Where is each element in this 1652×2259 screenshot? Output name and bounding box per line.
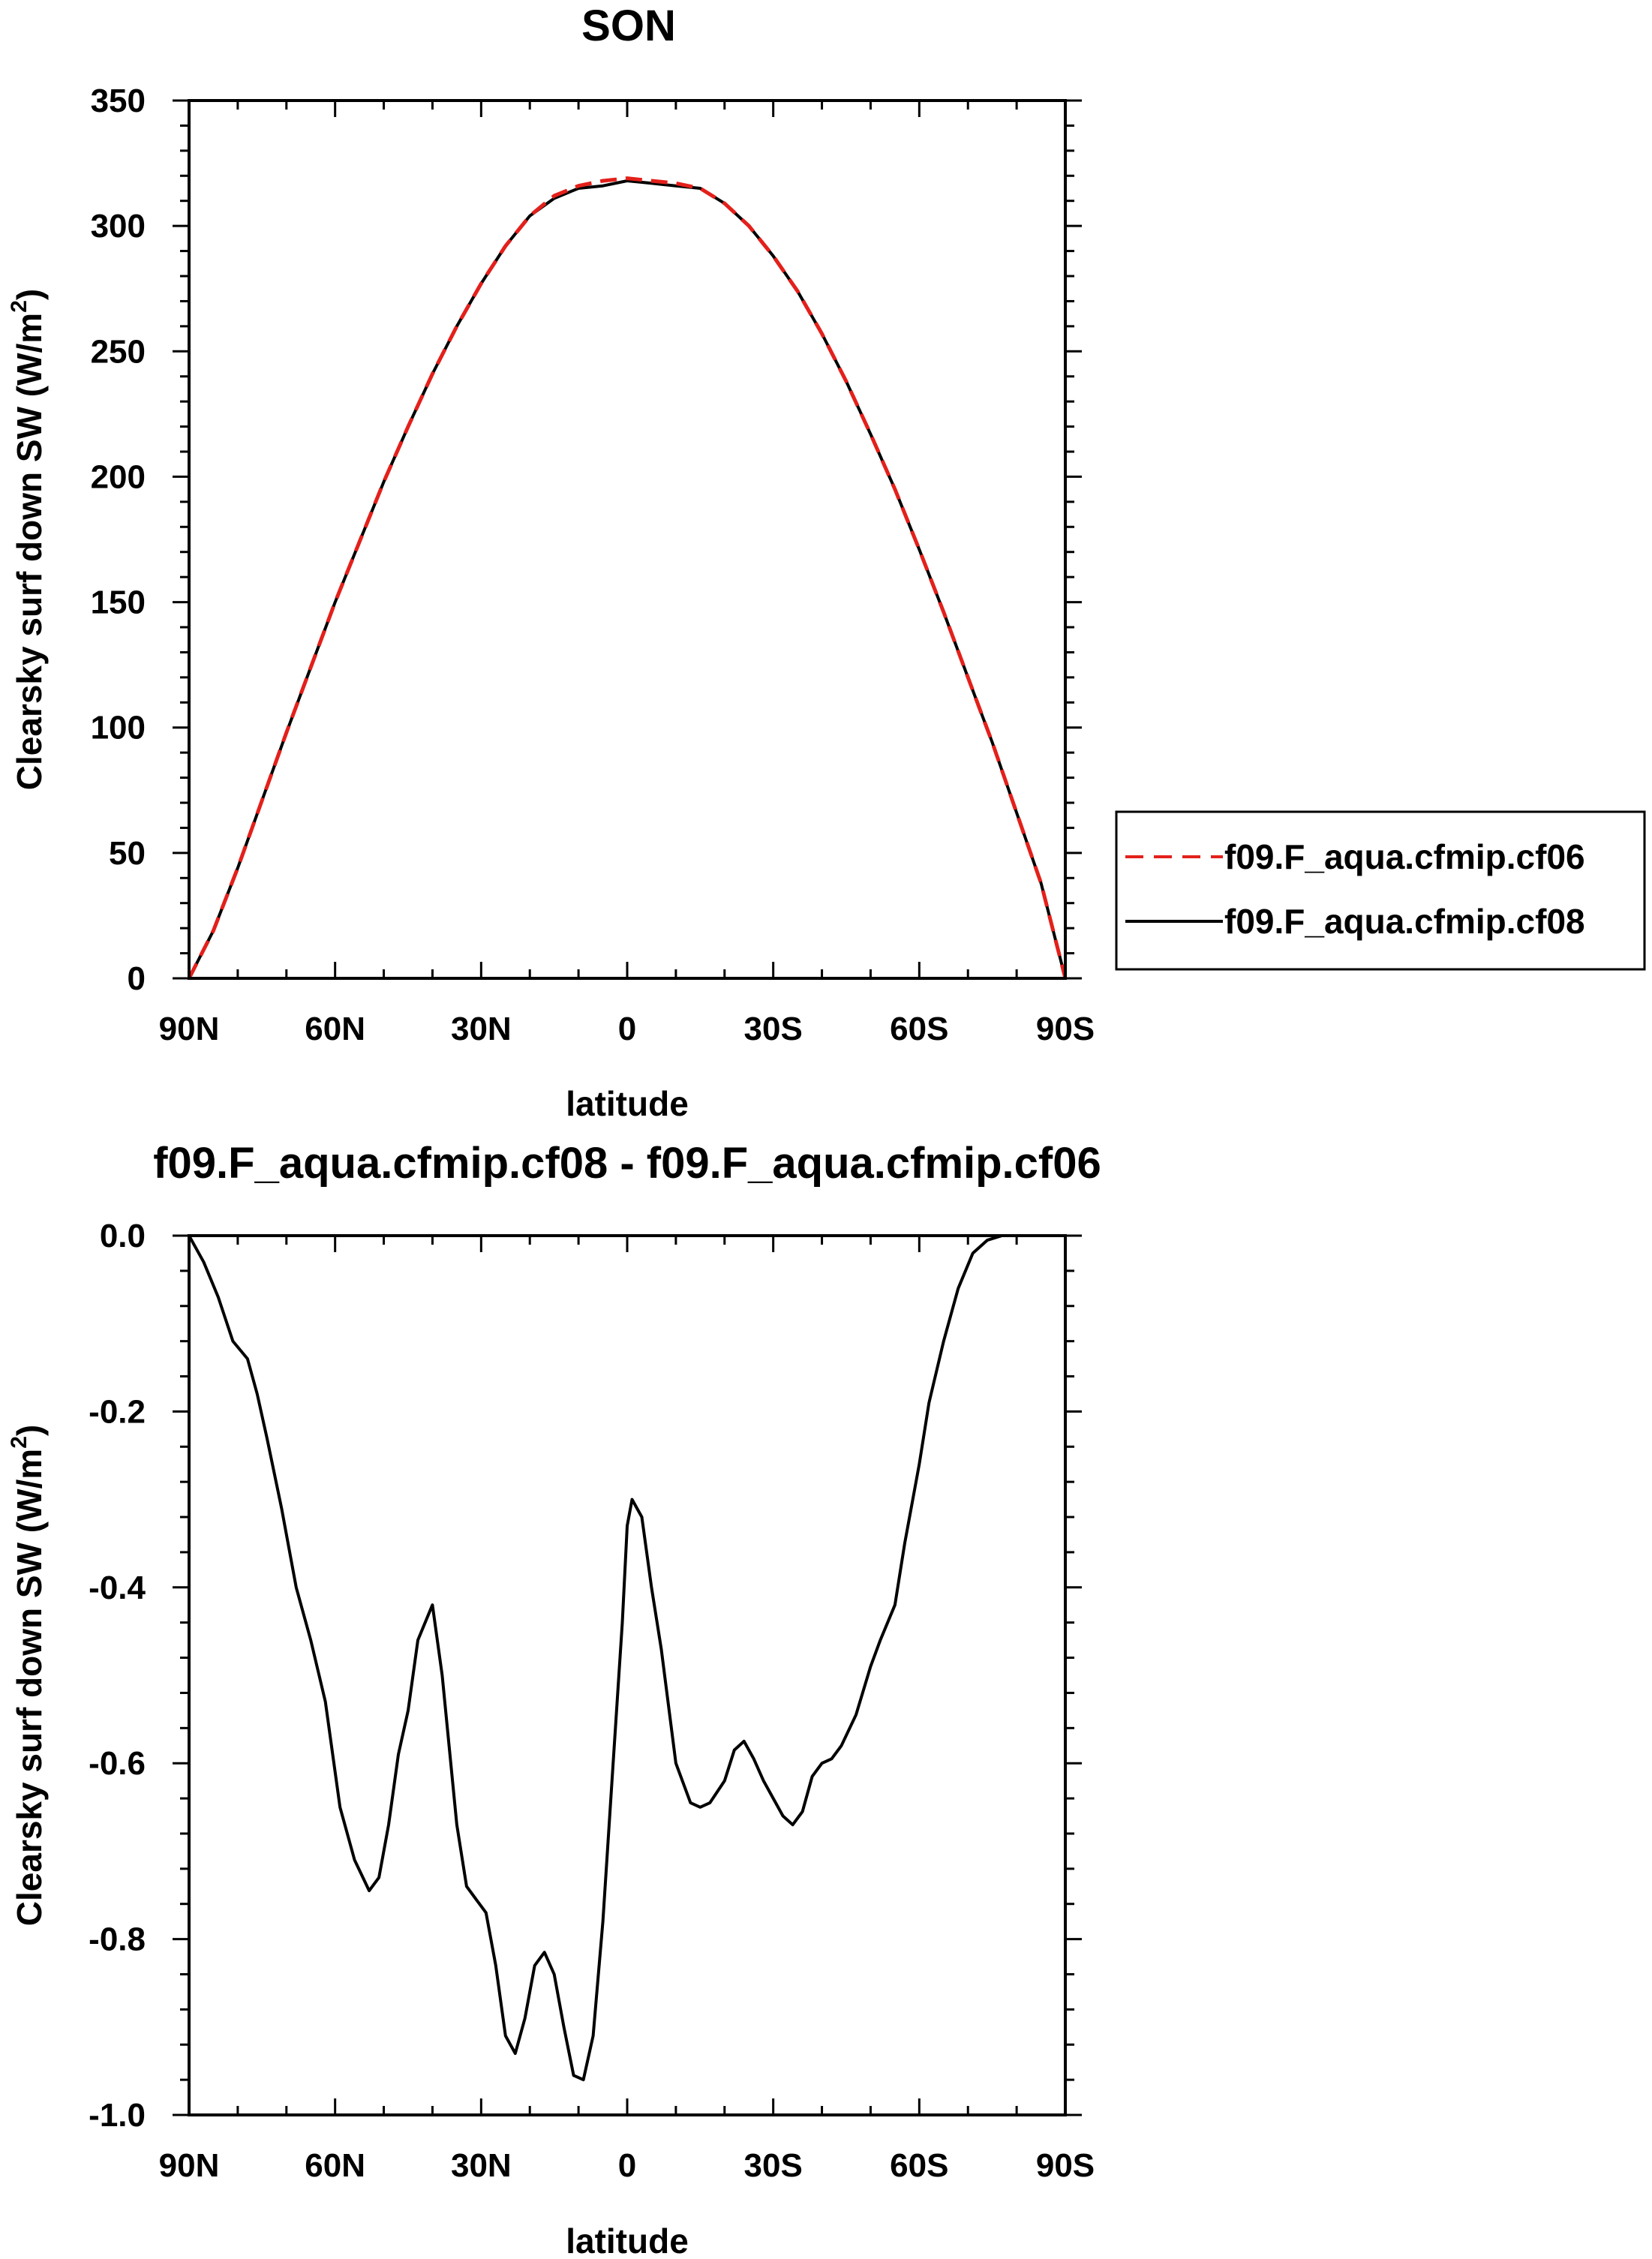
legend-label-cf08: f09.F_aqua.cfmip.cf08: [1224, 902, 1585, 941]
x-tick-label: 30N: [451, 2147, 512, 2184]
y-tick-label: -0.2: [89, 1393, 146, 1430]
top-chart-x-axis-label: latitude: [566, 1084, 689, 1123]
x-tick-label: 30N: [451, 1011, 512, 1047]
top-chart-ticks: [173, 99, 1082, 980]
x-tick-label: 0: [618, 2147, 636, 2184]
x-tick-label: 90S: [1036, 1011, 1095, 1047]
x-tick-label: 0: [618, 1011, 636, 1047]
top-chart-series: [187, 176, 1068, 980]
bottom-chart-ticks: [173, 1234, 1082, 2116]
x-tick-label: 30S: [744, 1011, 803, 1047]
legend-box: [1115, 810, 1646, 971]
legend: f09.F_aqua.cfmip.cf06 f09.F_aqua.cfmip.c…: [1115, 810, 1646, 971]
y-tick-label: 300: [91, 208, 146, 245]
top-chart-y-axis-label: Clearsky surf down SW (W/m2): [7, 289, 49, 790]
series-line-1-0: [188, 1234, 1065, 2082]
y-tick-label: 0.0: [100, 1218, 146, 1254]
y-tick-label: 350: [91, 83, 146, 119]
x-tick-label: 90S: [1036, 2147, 1095, 2184]
series-line-0-1: [188, 179, 1067, 979]
bottom-chart-series: [188, 1234, 1065, 2082]
y-tick-label: -0.6: [89, 1745, 146, 1782]
y-tick-label: -0.4: [89, 1570, 146, 1606]
y-tick-label: 200: [91, 458, 146, 495]
y-tick-label: 0: [128, 960, 146, 997]
x-tick-label: 60N: [305, 2147, 365, 2184]
y-tick-label: 250: [91, 333, 146, 370]
bottom-chart-title: f09.F_aqua.cfmip.cf08 - f09.F_aqua.cfmip…: [153, 1139, 1101, 1188]
bottom-chart-tick-labels: 90N 60N 30N 0 30S 60S 90S 0.0 -0.2 -0.4 -0.6 -0.8 -1…: [89, 1218, 1095, 2184]
bottom-chart-y-axis-label: Clearsky surf down SW (W/m2): [7, 1425, 49, 1926]
top-chart-tick-labels: 90N 60N 30N 0 30S 60S 90S 0 50 100 150 200 250 300 350: [91, 83, 1095, 1047]
y-tick-label: 150: [91, 584, 146, 621]
top-chart-plot-frame: [188, 99, 1067, 980]
x-tick-label: 90N: [159, 1011, 220, 1047]
y-tick-label: -1.0: [89, 2097, 146, 2134]
bottom-chart-plot-frame: [188, 1234, 1067, 2116]
x-tick-label: 30S: [744, 2147, 803, 2184]
x-tick-label: 90N: [159, 2147, 220, 2184]
x-tick-label: 60N: [305, 1011, 365, 1047]
x-tick-label: 60S: [890, 1011, 948, 1047]
y-tick-label: -0.8: [89, 1921, 146, 1958]
legend-label-cf06: f09.F_aqua.cfmip.cf06: [1224, 837, 1585, 876]
top-chart: SON 90N 60N 30N 0 30S 60S 90S 0 50 100 150 200 250 30…: [7, 2, 1646, 1123]
series-line-0-0: [187, 176, 1068, 980]
y-tick-label: 50: [109, 835, 146, 872]
bottom-chart: f09.F_aqua.cfmip.cf08 - f09.F_aqua.cfmip…: [7, 1139, 1101, 2259]
x-tick-label: 60S: [890, 2147, 948, 2184]
bottom-chart-x-axis-label: latitude: [566, 2221, 689, 2259]
top-chart-title: SON: [581, 2, 676, 50]
y-tick-label: 100: [91, 710, 146, 746]
